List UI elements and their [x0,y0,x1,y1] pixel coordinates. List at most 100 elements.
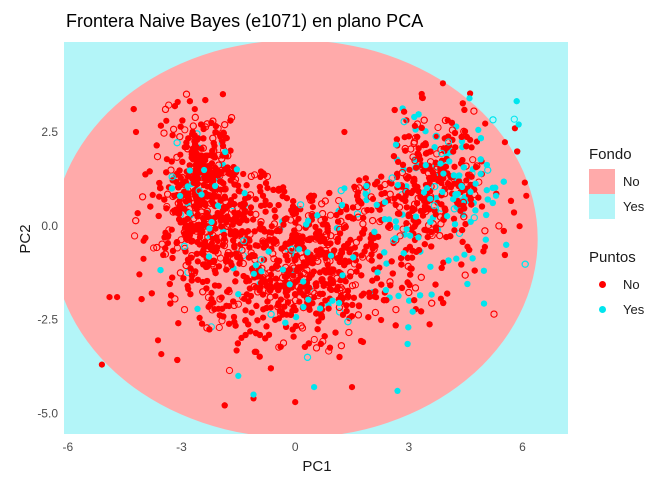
point-no [451,164,457,170]
point-no [254,317,260,323]
point-no [462,128,468,134]
point-yes [470,255,476,261]
point-no [181,206,187,212]
point-no [502,252,508,258]
point-no [235,340,241,346]
point-no [466,247,472,253]
y-axis-label: PC2 [17,224,34,253]
point-no [165,234,171,240]
point-no [235,183,241,189]
point-no [379,191,385,197]
legend-puntos-yes: Yes [589,297,644,322]
point-no [309,235,315,241]
legend-label-no: No [623,174,640,189]
point-no [383,297,389,303]
point-no [195,258,201,264]
point-yes [258,268,264,274]
point-no [202,97,208,103]
point-no [473,164,479,170]
point-no [296,299,302,305]
point-no [163,118,169,124]
point-no [447,233,453,239]
point-yes [456,172,462,178]
point-no [292,291,298,297]
point-yes [445,257,451,263]
point-yes [440,171,446,177]
point-no [309,198,315,204]
point-no [242,201,248,207]
point-no [326,281,332,287]
point-no [369,278,375,284]
point-no [351,295,357,301]
point-no [208,296,214,302]
point-yes [427,196,433,202]
point-no [461,107,467,113]
point-no [224,164,230,170]
point-no [378,174,384,180]
point-no [273,283,279,289]
point-no [253,303,259,309]
point-yes [429,292,435,298]
point-no [233,271,239,277]
point-no [169,158,175,164]
point-no [408,190,414,196]
point-no [133,129,139,135]
point-no [451,216,457,222]
legend-fondo-yes: Yes [589,194,644,219]
point-no [392,107,398,113]
point-no [106,294,112,300]
point-yes [483,212,489,218]
point-no [195,135,201,141]
point-yes [472,207,478,213]
legend-puntos-title: Puntos [589,249,644,266]
point-no [288,240,294,246]
point-no [222,402,228,408]
point-no [234,347,240,353]
point-no [415,150,421,156]
point-no [502,139,508,145]
point-no [179,117,185,123]
point-no [423,151,429,157]
point-no [156,180,162,186]
point-no [208,290,214,296]
point-no [285,299,291,305]
point-no [149,290,155,296]
point-no [262,228,268,234]
legend-label-yes: Yes [623,199,644,214]
point-no [511,209,517,215]
point-no [150,192,156,198]
point-yes [363,183,369,189]
point-no [341,129,347,135]
point-no [220,91,226,97]
point-yes [329,298,335,304]
point-no [370,245,376,251]
point-no [514,148,520,154]
point-no [140,256,146,262]
point-no [349,384,355,390]
point-no [406,167,412,173]
point-no [428,243,434,249]
point-no [298,264,304,270]
point-no [378,282,384,288]
y-tick-label: -5.0 [37,406,58,420]
point-no [402,148,408,154]
point-yes [339,202,345,208]
point-yes [490,200,496,206]
point-yes [394,388,400,394]
point-no [223,267,229,273]
point-no [405,279,411,285]
point-no [432,282,438,288]
point-no [399,285,405,291]
point-no [131,106,137,112]
point-no [438,201,444,207]
point-no [176,216,182,222]
point-no [422,241,428,247]
point-yes [423,162,429,168]
point-yes [187,167,193,173]
point-no [368,251,374,257]
point-yes [251,271,257,277]
point-no [369,234,375,240]
point-no [235,210,241,216]
point-no [331,247,337,253]
point-no [169,227,175,233]
